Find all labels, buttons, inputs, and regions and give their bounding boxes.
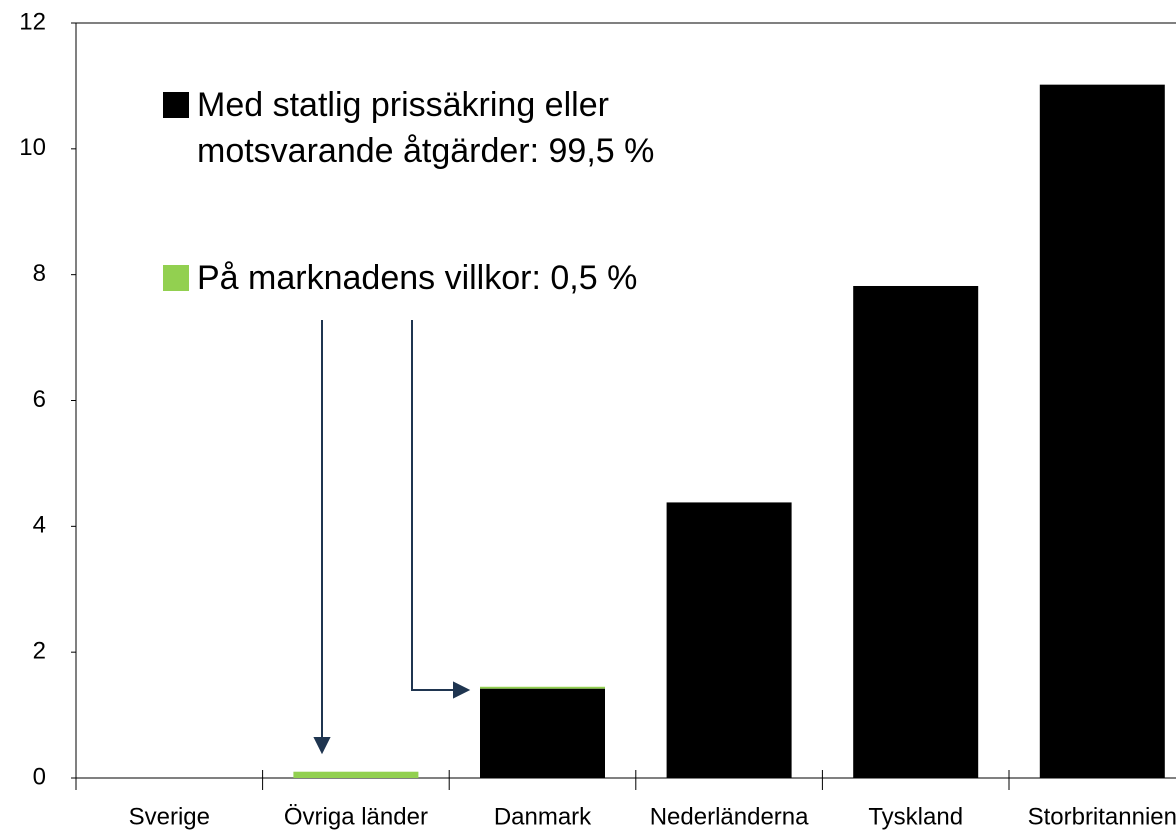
x-tick-label: Danmark xyxy=(494,803,592,830)
y-tick-label: 10 xyxy=(19,134,46,161)
x-tick-label: Tyskland xyxy=(868,803,963,830)
arrow-head xyxy=(453,681,471,699)
x-tick-label: Nederländerna xyxy=(650,803,809,830)
y-tick-label: 2 xyxy=(33,638,46,665)
bar-segment xyxy=(293,771,419,778)
legend-item: På marknadens villkor: 0,5 % xyxy=(163,255,717,301)
y-tick-label: 8 xyxy=(33,260,46,287)
legend-item: Med statlig prissäkring eller motsvarand… xyxy=(163,82,717,174)
x-tick-label: Sverige xyxy=(129,803,210,830)
bar-segment xyxy=(1039,84,1165,779)
bar-segment xyxy=(853,285,979,778)
x-tick-label: Storbritannien xyxy=(1028,803,1176,830)
arrow xyxy=(411,320,454,691)
y-tick-label: 6 xyxy=(33,386,46,413)
arrow-head xyxy=(313,737,331,755)
x-tick-label: Övriga länder xyxy=(284,803,428,830)
y-tick-label: 12 xyxy=(19,8,46,35)
bar-segment xyxy=(666,502,792,778)
y-tick-label: 0 xyxy=(33,763,46,790)
bar-segment xyxy=(480,688,605,778)
legend-swatch xyxy=(163,265,189,291)
legend-label: Med statlig prissäkring eller motsvarand… xyxy=(197,86,655,170)
y-tick-label: 4 xyxy=(33,512,46,539)
legend-swatch xyxy=(163,92,189,118)
bar-segment xyxy=(480,686,605,689)
annotation-arrows xyxy=(313,320,471,755)
legend-label: På marknadens villkor: 0,5 % xyxy=(197,259,638,297)
